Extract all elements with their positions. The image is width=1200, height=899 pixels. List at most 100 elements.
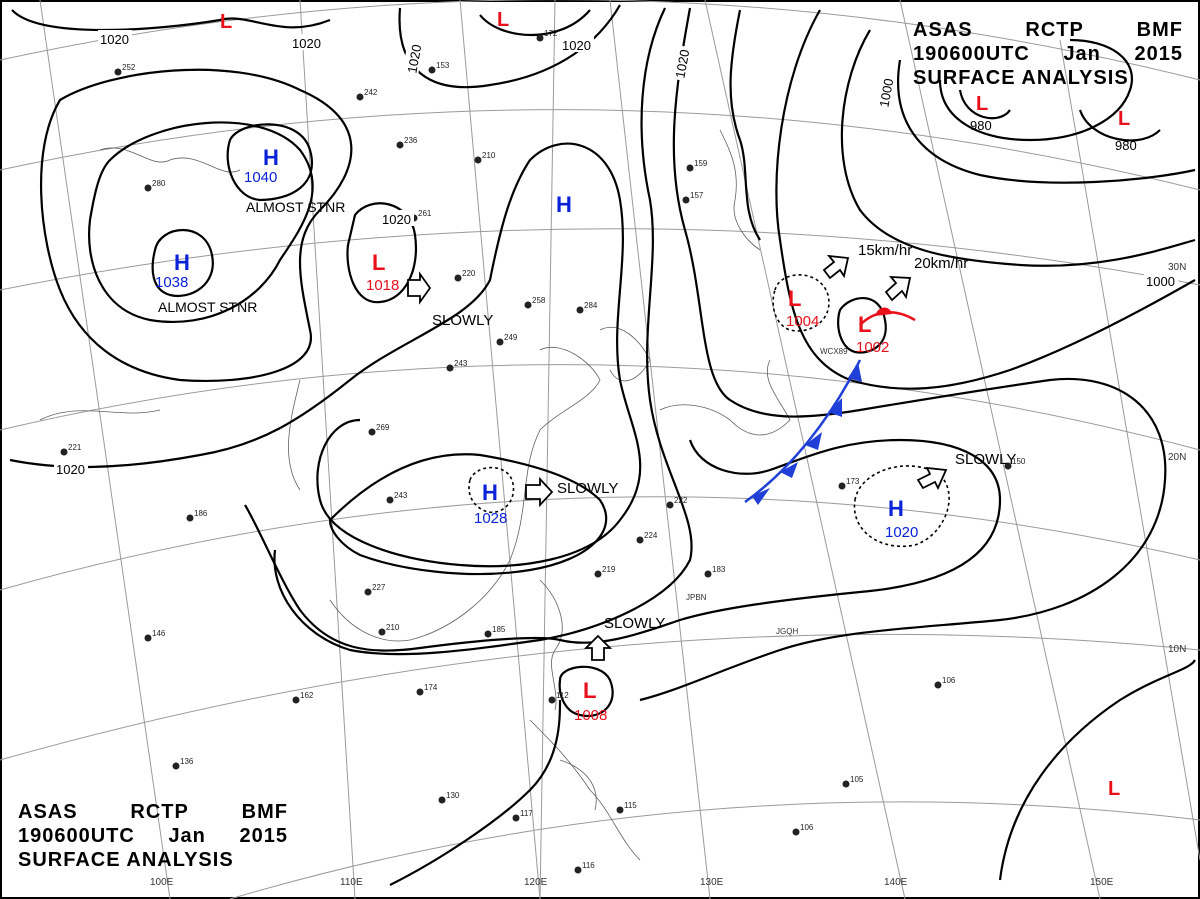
- movement-label: SLOWLY: [557, 480, 618, 497]
- station-id: JPBN: [686, 593, 707, 602]
- movement-label: SLOWLY: [432, 312, 493, 329]
- arrow-slowly-3: [583, 634, 613, 661]
- low-center: L: [976, 93, 988, 115]
- isobar-label: 1020: [404, 43, 424, 74]
- lon-label: 140E: [884, 877, 908, 888]
- longitude-labels: 110E 120E 130E 140E 150E 100E: [150, 877, 1114, 888]
- movement-label: SLOWLY: [955, 451, 1016, 468]
- low-value: 1002: [856, 339, 889, 356]
- station-value: 116: [582, 861, 595, 870]
- station-value: 173: [846, 477, 860, 486]
- isobar-label: 1020: [562, 38, 591, 53]
- station-value: 224: [644, 531, 658, 540]
- station-value: 146: [152, 629, 166, 638]
- coastlines: [39, 129, 791, 861]
- header-code: BMF: [241, 801, 288, 823]
- station-id: WCX89: [820, 347, 848, 356]
- station-value: 186: [194, 509, 208, 518]
- station-value: 210: [482, 151, 496, 160]
- isobar-label: 1020: [56, 462, 85, 477]
- station-ids: JPBN JGQH WCX89: [686, 347, 848, 636]
- header-title: SURFACE ANALYSIS: [18, 849, 234, 871]
- station-value: 252: [122, 63, 136, 72]
- arrow-slowly-1: [407, 271, 432, 305]
- station-value: 106: [942, 676, 956, 685]
- station-value: 249: [504, 333, 518, 342]
- isobar-label: 1000: [876, 77, 896, 108]
- high-value: 1028: [474, 510, 507, 527]
- isobar-label: 1020: [672, 48, 692, 79]
- header-line-1: ASAS RCTP BMF: [913, 18, 1183, 42]
- header-code: BMF: [1136, 19, 1183, 41]
- analysis-header-top: ASAS RCTP BMF 190600UTC Jan 2015 SURFACE…: [913, 18, 1183, 90]
- station-value: 243: [454, 359, 468, 368]
- header-title: SURFACE ANALYSIS: [913, 67, 1129, 89]
- header-agency: ASAS: [18, 801, 78, 823]
- header-station: RCTP: [130, 801, 189, 823]
- movement-arrows: [407, 254, 948, 661]
- station-value: 153: [436, 61, 450, 70]
- station-value: 115: [624, 801, 637, 810]
- station-value: 227: [372, 583, 386, 592]
- station-id: JGQH: [776, 627, 798, 636]
- movement-labels: SLOWLY SLOWLY SLOWLY SLOWLY 15km/hr 20km…: [432, 242, 1016, 632]
- station-value: 210: [386, 623, 400, 632]
- arrow-20km: [884, 275, 912, 302]
- high-value: 1020: [885, 524, 918, 541]
- station-value: 112: [556, 691, 569, 700]
- notes: ALMOST STNR ALMOST STNR: [158, 199, 345, 315]
- lon-label: 130E: [700, 877, 724, 888]
- cold-front: [744, 359, 862, 505]
- pressure-centers: H 1040 H 1038 H H 1028 H 1020 L 1018 L 1…: [155, 9, 1137, 800]
- low-center: L: [372, 250, 385, 275]
- station-value: 162: [300, 691, 314, 700]
- header-month: Jan: [1063, 43, 1101, 65]
- low-value: 980: [1115, 138, 1137, 153]
- isobar-label: 1020: [100, 32, 129, 47]
- station-plots: 252 280 242 236 210 153 172 159 157 261 …: [60, 29, 1026, 874]
- lon-label: 110E: [340, 877, 363, 888]
- header-station: RCTP: [1025, 19, 1084, 41]
- isobar-label: 1020: [382, 212, 411, 227]
- lat-label: 20N: [1168, 452, 1186, 463]
- header-month: Jan: [168, 825, 206, 847]
- header-line-2: 190600UTC Jan 2015: [913, 42, 1183, 66]
- station-value: 159: [694, 159, 708, 168]
- high-center: H: [888, 496, 904, 521]
- station-value: 183: [712, 565, 726, 574]
- station-value: 269: [376, 423, 390, 432]
- isobar-label: 1000: [1146, 274, 1175, 289]
- high-center: H: [263, 145, 279, 170]
- station-value: 157: [690, 191, 704, 200]
- low-value: 1008: [574, 707, 607, 724]
- header-time: 190600UTC: [913, 43, 1030, 65]
- high-center: H: [556, 192, 572, 217]
- lat-label: 30N: [1168, 262, 1186, 273]
- low-center: L: [497, 9, 509, 31]
- low-center: L: [858, 312, 871, 337]
- warm-front: [859, 307, 916, 326]
- header-line-2: 190600UTC Jan 2015: [18, 824, 288, 848]
- station-value: 185: [492, 625, 506, 634]
- high-value: 1040: [244, 169, 277, 186]
- isobars: [9, 4, 1196, 886]
- station-value: 222: [674, 496, 688, 505]
- header-agency: ASAS: [913, 19, 973, 41]
- station-value: 105: [850, 775, 864, 784]
- station-value: 174: [424, 683, 438, 692]
- header-year: 2015: [239, 825, 288, 847]
- note-label: ALMOST STNR: [158, 299, 257, 315]
- low-value: 1004: [786, 313, 819, 330]
- lon-label: 120E: [524, 877, 548, 888]
- low-value: 1018: [366, 277, 399, 294]
- lat-label: 10N: [1168, 644, 1186, 655]
- lon-label: 150E: [1090, 877, 1114, 888]
- arrow-slowly-2: [525, 476, 554, 508]
- station-value: 219: [602, 565, 616, 574]
- low-center: L: [1108, 778, 1120, 800]
- low-center: L: [1118, 108, 1130, 130]
- station-value: 261: [418, 209, 432, 218]
- station-value: 130: [446, 791, 460, 800]
